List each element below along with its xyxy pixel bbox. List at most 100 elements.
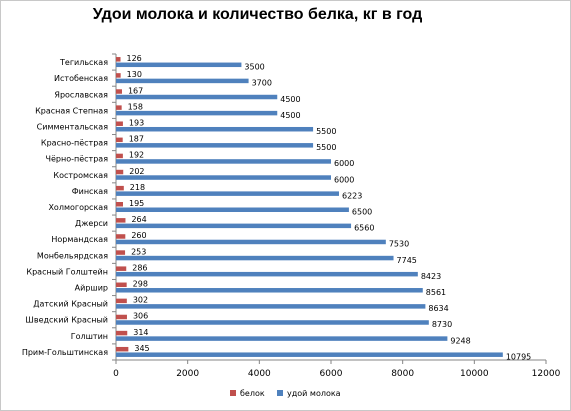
category-label: Тегильская [59,58,108,67]
x-tick-label: 12000 [532,369,561,379]
milk-data-label: 6000 [334,175,354,184]
category-label: Финская [72,187,108,196]
milk-bar [116,223,352,229]
milk-bar [116,207,349,212]
protein-data-label: 192 [129,151,144,160]
category-label: Ярославская [54,90,108,99]
milk-bar [116,239,386,245]
protein-bar [116,73,121,78]
protein-bar [116,346,129,352]
legend-swatch-protein [230,390,236,396]
milk-bar [116,336,448,341]
protein-bar [116,153,123,159]
protein-data-label: 193 [129,118,144,127]
milk-data-label: 10795 [506,352,531,361]
milk-bar [116,288,423,293]
protein-bar [116,202,123,207]
category-label: Костромская [53,171,108,180]
protein-data-label: 187 [129,135,144,144]
protein-data-label: 158 [128,102,143,111]
protein-data-label: 202 [129,167,144,176]
chart-title: Удои молока и количество белка, кг в год [92,6,423,23]
category-label: Красная Степная [35,106,108,115]
protein-bar [116,218,126,223]
legend-label-protein: белок [240,389,265,398]
milk-data-label: 6000 [334,159,354,168]
milk-data-label: 4500 [280,95,300,104]
milk-bar [116,110,278,116]
milk-data-label: 8730 [432,320,452,329]
protein-bar [116,314,127,320]
protein-data-label: 253 [131,247,146,256]
protein-bar [116,105,122,110]
milk-bar [116,304,426,309]
milk-data-label: 3500 [244,63,264,72]
protein-data-label: 130 [127,70,142,79]
milk-data-label: 5500 [316,143,336,152]
protein-data-label: 302 [133,296,148,305]
x-tick-label: 4000 [248,369,271,379]
protein-bar [116,89,122,94]
milk-bar [116,78,249,84]
protein-data-label: 264 [131,215,146,224]
category-label: Айршир [75,284,108,293]
category-label: Холмогорская [48,203,108,212]
milk-bar [116,175,331,180]
milk-data-label: 4500 [280,111,300,120]
plot-area: 0 2000 4000 6000 8000 10000 12000 Тегильская 126… [22,53,561,379]
legend: белок удой молока [230,389,341,398]
category-label: Красно-пёстрая [41,139,108,148]
protein-bar [116,185,124,191]
milk-bar [116,159,331,164]
protein-bar [116,234,126,239]
category-label: Шведский Красный [25,316,108,325]
category-label: Симментальская [37,122,109,131]
milk-data-label: 9248 [450,336,470,345]
x-tick-label: 2000 [176,369,199,379]
protein-bar [116,250,126,255]
category-label: Прим-Гольштинская [22,348,108,357]
milk-bar [116,126,314,132]
protein-bar [116,169,124,175]
protein-bar [116,137,123,143]
category-label: Истобенская [54,74,108,83]
milk-data-label: 3700 [252,79,272,88]
milk-bar [116,62,242,68]
protein-data-label: 306 [133,312,148,321]
protein-data-label: 260 [131,231,146,240]
milk-data-label: 7530 [389,240,409,249]
protein-data-label: 218 [130,183,145,192]
category-label: Датский Красный [33,300,108,309]
legend-swatch-milk [277,390,283,396]
protein-bar [116,298,127,304]
category-label: Монбельярдская [37,251,108,260]
protein-data-label: 298 [133,280,148,289]
milk-data-label: 6560 [354,224,374,233]
category-label: Голштин [71,332,108,341]
protein-bar [116,57,121,62]
x-tick-label: 6000 [320,369,343,379]
x-tick-label: 8000 [391,369,414,379]
x-tick-label: 10000 [460,369,489,379]
protein-bar [116,330,128,336]
x-tick-label: 0 [113,369,119,379]
milk-bar [116,191,339,196]
milk-data-label: 8423 [421,272,441,281]
category-label: Джерси [75,219,108,228]
category-label: Чёрно-пёстрая [46,155,109,164]
milk-bar [116,255,394,261]
protein-data-label: 286 [132,263,147,272]
protein-data-label: 314 [133,328,148,337]
protein-data-label: 126 [127,54,142,63]
category-label: Нормандская [51,235,108,244]
milk-bar [116,320,429,325]
milk-bar [116,271,418,277]
milk-data-label: 7745 [397,256,417,265]
category-label: Красный Голштейн [26,267,108,276]
protein-bar [116,282,127,288]
protein-bar [116,121,123,126]
protein-bar [116,266,127,271]
milk-data-label: 8561 [426,288,446,297]
milk-data-label: 6223 [342,191,362,200]
